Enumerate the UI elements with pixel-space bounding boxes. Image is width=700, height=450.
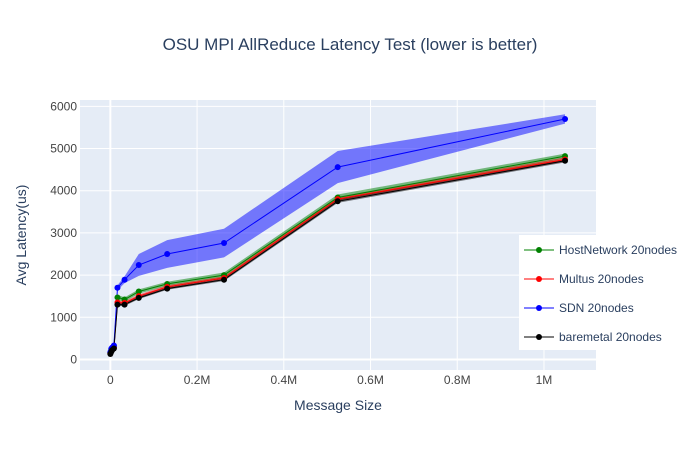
point-sdn-20nodes (334, 164, 341, 171)
confidence-bands (110, 114, 566, 355)
point-baremetal-20nodes (110, 345, 117, 352)
point-sdn-20nodes (221, 240, 228, 247)
legend-label-baremetal-20nodes: baremetal 20nodes (559, 330, 662, 344)
point-sdn-20nodes (164, 250, 171, 257)
point-baremetal-20nodes (121, 301, 128, 308)
point-sdn-20nodes (121, 276, 128, 283)
x-tick-label: 1M (536, 373, 553, 387)
point-hostnetwork-20nodes (135, 288, 142, 295)
x-tick-label: 0.8M (444, 373, 471, 387)
y-tick-label: 6000 (50, 99, 77, 113)
y-tick-label: 5000 (50, 142, 77, 156)
legend-marker-multus-20nodes (536, 276, 542, 282)
point-sdn-20nodes (135, 261, 142, 268)
legend: HostNetwork 20nodes Multus 20nodes SDN 20n… (519, 235, 689, 350)
x-tick-label: 0.6M (357, 373, 384, 387)
point-sdn-20nodes (114, 284, 121, 291)
legend-label-hostnetwork-20nodes: HostNetwork 20nodes (559, 243, 677, 257)
series-points (107, 115, 569, 357)
y-axis-ticks: 0 1000 2000 3000 4000 5000 6000 (50, 99, 77, 366)
legend-label-sdn-20nodes: SDN 20nodes (559, 301, 634, 315)
legend-label-multus-20nodes: Multus 20nodes (559, 272, 644, 286)
point-hostnetwork-20nodes (114, 294, 121, 301)
band-sdn-20nodes (110, 114, 566, 354)
y-tick-label: 2000 (50, 268, 77, 282)
point-baremetal-20nodes (334, 198, 341, 205)
legend-marker-sdn-20nodes (536, 305, 542, 311)
x-tick-label: 0.4M (270, 373, 297, 387)
x-tick-label: 0.2M (184, 373, 211, 387)
plot-area (80, 100, 596, 370)
point-baremetal-20nodes (135, 294, 142, 301)
point-baremetal-20nodes (114, 301, 121, 308)
chart-title: OSU MPI AllReduce Latency Test (lower is… (163, 35, 538, 54)
x-tick-label: 0 (107, 373, 114, 387)
x-axis-title: Message Size (294, 397, 382, 413)
y-tick-label: 0 (70, 352, 77, 366)
legend-marker-baremetal-20nodes (536, 334, 542, 340)
x-axis-ticks: 0 0.2M 0.4M 0.6M 0.8M 1M (107, 373, 552, 387)
point-baremetal-20nodes (221, 276, 228, 283)
legend-marker-hostnetwork-20nodes (536, 247, 542, 253)
y-tick-label: 4000 (50, 184, 77, 198)
y-tick-label: 1000 (50, 310, 77, 324)
point-baremetal-20nodes (164, 285, 171, 292)
legend-box (519, 235, 689, 350)
y-axis-title: Avg Latency(us) (13, 185, 29, 286)
point-sdn-20nodes (562, 115, 569, 122)
point-baremetal-20nodes (562, 157, 569, 164)
y-tick-label: 3000 (50, 226, 77, 240)
